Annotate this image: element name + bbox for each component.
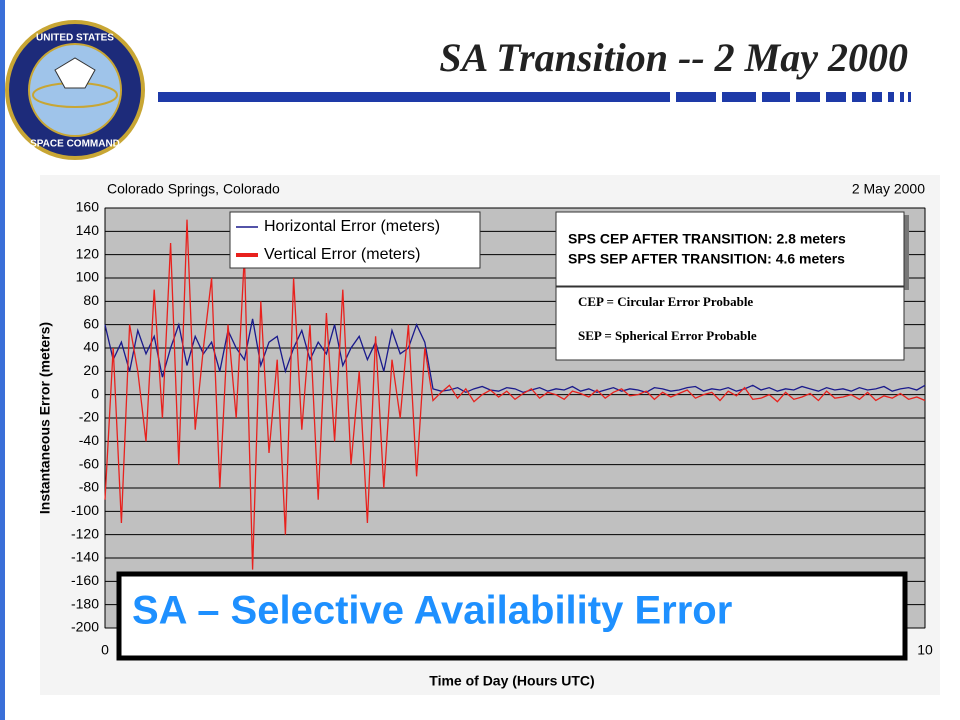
y-tick-label: -80	[79, 479, 99, 495]
y-tick-label: -20	[79, 409, 99, 425]
annotation: SPS SEP AFTER TRANSITION: 4.6 meters	[568, 251, 845, 267]
series-line	[104, 318, 926, 394]
rule-bar	[762, 92, 790, 102]
logo-text: UNITED STATES	[36, 33, 114, 44]
y-tick-label: -120	[71, 525, 99, 541]
logo-text: SPACE COMMAND	[30, 139, 120, 150]
y-tick-label: 20	[83, 362, 99, 378]
rule-bar	[826, 92, 846, 102]
annotation-box	[555, 211, 905, 287]
y-axis-label: Instantaneous Error (meters)	[37, 322, 53, 514]
logo-eagle	[54, 57, 96, 89]
y-tick-label: 140	[76, 222, 100, 238]
title-rule	[158, 92, 911, 102]
y-tick-label: -200	[71, 619, 99, 635]
annotation: CEP = Circular Error Probable	[578, 294, 753, 309]
y-tick-label: 80	[83, 292, 99, 308]
rule-bar	[888, 92, 894, 102]
annotation: SPS CEP AFTER TRANSITION: 2.8 meters	[568, 231, 846, 247]
logo: UNITED STATES SPACE COMMAND	[5, 20, 145, 160]
y-tick-label: 0	[91, 385, 99, 401]
rule-bar	[908, 92, 911, 102]
chart-location: Colorado Springs, Colorado	[107, 181, 280, 197]
banner-box	[116, 571, 908, 661]
rule-bar	[852, 92, 866, 102]
annotation: SEP = Spherical Error Probable	[578, 328, 757, 343]
x-tick-label: 0	[101, 642, 109, 658]
legend-box	[229, 211, 481, 269]
y-tick-label: -180	[71, 595, 99, 611]
overlay: Vertical Error (meters) Horizontal Error …	[116, 211, 909, 661]
left-edge	[0, 0, 5, 720]
x-tick-label: 10	[917, 642, 933, 658]
legend-label: Horizontal Error (meters)	[264, 218, 440, 235]
rule-bar	[158, 92, 670, 102]
y-tick-label: -100	[71, 502, 99, 518]
rule-bar	[900, 92, 904, 102]
definition-box	[555, 286, 905, 361]
rule-bar	[872, 92, 882, 102]
y-tick-label: -40	[79, 432, 99, 448]
y-tick-label: 40	[83, 339, 99, 355]
logo-globe	[28, 43, 122, 137]
series-line	[104, 219, 926, 570]
y-tick-label: -160	[71, 572, 99, 588]
chart-date: 2 May 2000	[852, 181, 925, 197]
rule-bar	[722, 92, 756, 102]
y-tick-label: 160	[76, 199, 100, 215]
x-axis-label: Time of Day (Hours UTC)	[429, 673, 594, 689]
rule-bar	[796, 92, 820, 102]
y-tick-label: 100	[76, 269, 100, 285]
y-tick-label: 120	[76, 245, 100, 261]
slide-title: SA Transition -- 2 May 2000	[439, 35, 908, 80]
y-tick-label: -60	[79, 455, 99, 471]
legend-label: Vertical Error (meters)	[264, 246, 420, 263]
banner-text: SA – Selective Availability Error	[132, 589, 732, 633]
y-tick-label: 60	[83, 315, 99, 331]
y-tick-label: -140	[71, 549, 99, 565]
rule-bar	[676, 92, 716, 102]
